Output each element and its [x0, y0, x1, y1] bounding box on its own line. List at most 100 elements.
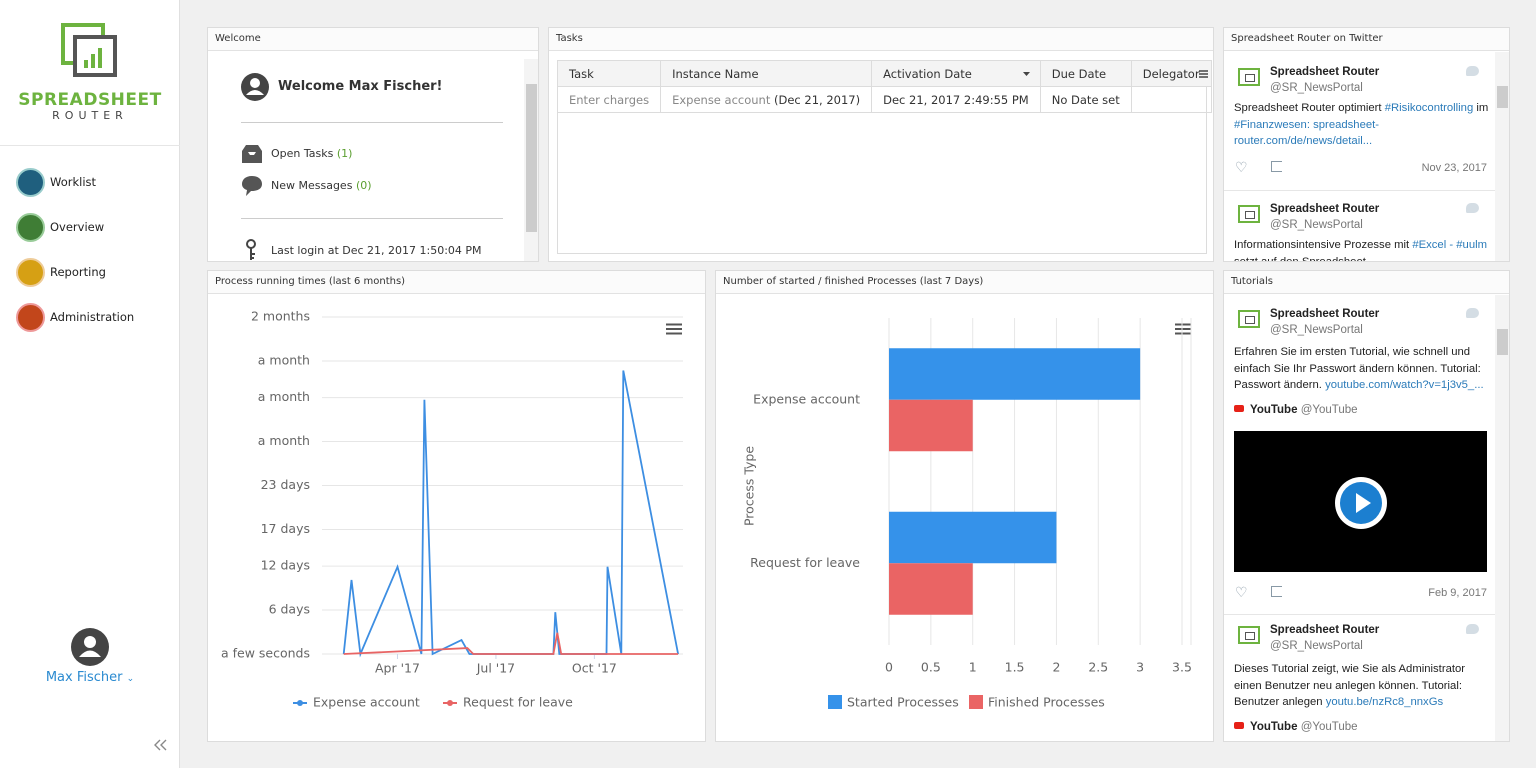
share-button[interactable] [1271, 586, 1282, 597]
column-menu[interactable] [1198, 70, 1208, 78]
overview-icon[interactable] [16, 213, 45, 242]
tweet-date[interactable]: Nov 23, 2017 [1421, 162, 1487, 174]
tweet-link[interactable]: #Risikocontrolling [1384, 102, 1474, 114]
key-icon [246, 239, 256, 260]
chart-menu[interactable] [1175, 323, 1191, 335]
play-triangle [1356, 493, 1371, 513]
share-button[interactable] [1271, 161, 1282, 172]
avatar-inner [1245, 316, 1255, 324]
twitter-bird [1466, 203, 1479, 213]
nav-item[interactable]: Administration [50, 310, 135, 324]
tweet-separator [1224, 614, 1495, 615]
instance-name[interactable]: Expense account [672, 92, 771, 107]
tweet-text-part: im [1473, 102, 1489, 114]
tweet-text-part: Erfahren Sie im ersten Tutorial, wie sch… [1234, 346, 1481, 391]
panel-title: Spreadsheet Router on Twitter [1224, 28, 1509, 51]
open-tasks[interactable]: Open Tasks (1) [271, 147, 352, 160]
like-button[interactable]: ♡ [1235, 585, 1248, 601]
tweet-text: Spreadsheet Router optimiert #Risikocont… [1234, 100, 1490, 150]
tweet-link[interactable]: #Excel - #uulm [1412, 239, 1488, 251]
task-cell[interactable]: Enter charges [556, 86, 662, 113]
youtube-icon [1234, 722, 1244, 729]
youtube-icon [1234, 405, 1244, 412]
user-name[interactable]: Max Fischer [45, 670, 123, 685]
panel-title: Welcome [208, 28, 538, 51]
worklist-icon[interactable] [16, 168, 45, 197]
user-avatar[interactable] [70, 627, 110, 667]
card-name[interactable]: YouTube [1250, 404, 1298, 416]
tweet-name[interactable]: Spreadsheet Router [1270, 308, 1380, 320]
chart-menu[interactable] [666, 323, 682, 335]
column-title[interactable]: Delegator [1142, 66, 1200, 81]
tweet-text-part: Spreadsheet Router optimiert [1234, 102, 1385, 114]
tweet-avatar [1238, 310, 1260, 328]
tweet-link[interactable]: #Finanzwesen: spreadsheet-router.com/de/… [1234, 118, 1380, 148]
twitter-bird [1466, 66, 1479, 76]
scroll-thumb[interactable] [1497, 86, 1508, 108]
column-header[interactable]: Activation Date [871, 60, 1041, 87]
card-handle: @YouTube [1300, 721, 1358, 733]
column-header[interactable]: Instance Name [660, 60, 873, 87]
panel-title: Process running times (last 6 months) [208, 271, 705, 294]
last-login: Last login at Dec 21, 2017 1:50:04 PM [271, 244, 482, 257]
scrollbar[interactable] [1495, 295, 1509, 741]
collapse-button[interactable] [154, 739, 168, 751]
link-card: YouTube @YouTube [1234, 404, 1358, 416]
tweet-text-part: setzt auf den Spreadsheet... [1234, 255, 1376, 262]
tweet-name[interactable]: Spreadsheet Router [1270, 624, 1380, 636]
task-row[interactable]: Enter charges Expense account (Dec 21, 2… [556, 86, 1212, 113]
twitter-panel: Spreadsheet Router on Twitter Spreadshee… [1223, 27, 1510, 262]
scrollbar[interactable] [524, 59, 538, 261]
divider [241, 122, 503, 123]
reporting-icon[interactable] [16, 258, 45, 287]
column-header[interactable]: Task [556, 60, 662, 87]
activation-cell: Dec 21, 2017 2:49:55 PM [871, 86, 1041, 113]
tweet-text: Informationsintensive Prozesse mit #Exce… [1234, 237, 1490, 262]
greeting: Welcome Max Fischer! [278, 79, 443, 94]
tutorials-panel: Tutorials Spreadsheet Router @SR_NewsPort… [1223, 270, 1510, 742]
instance-cell[interactable]: Expense account (Dec 21, 2017) [660, 86, 873, 113]
task-table: Task Instance Name Activation Date Due D… [556, 60, 1212, 113]
column-header[interactable]: Due Date [1039, 60, 1132, 87]
nav-item[interactable]: Worklist [50, 175, 97, 189]
messages-icon [242, 176, 262, 196]
like-button[interactable]: ♡ [1235, 160, 1248, 176]
card-name[interactable]: YouTube [1250, 721, 1298, 733]
tweet-text: Dieses Tutorial zeigt, wie Sie als Admin… [1234, 661, 1490, 711]
nav-item[interactable]: Overview [50, 220, 105, 234]
tweet-list: Spreadsheet Router @SR_NewsPortal Spreadsh… [1224, 52, 1495, 262]
tweet-separator [1224, 190, 1495, 191]
tweet-text-part: Informationsintensive Prozesse mit [1234, 239, 1413, 251]
item-label[interactable]: New Messages [271, 179, 353, 192]
running-times-panel: Process running times (last 6 months) [207, 270, 706, 742]
panel-title: Tutorials [1224, 271, 1509, 294]
video[interactable] [1234, 431, 1487, 572]
tweet-handle[interactable]: @SR_NewsPortal [1270, 324, 1363, 336]
tweet-handle[interactable]: @SR_NewsPortal [1270, 640, 1363, 652]
tweet-date[interactable]: Feb 9, 2017 [1428, 587, 1487, 599]
link-card: YouTube @YouTube [1234, 721, 1358, 733]
scrollbar[interactable] [1495, 52, 1509, 261]
tweet-link[interactable]: youtu.be/nzRc8_nnxGs [1325, 696, 1444, 708]
item-label[interactable]: Open Tasks [271, 147, 334, 160]
tweet-link[interactable]: youtube.com/watch?v=1j3v5_... [1325, 379, 1484, 391]
twitter-bird [1466, 308, 1479, 318]
scroll-thumb[interactable] [526, 84, 537, 232]
scroll-thumb[interactable] [1497, 329, 1508, 355]
tweet-name[interactable]: Spreadsheet Router [1270, 66, 1380, 78]
column-header[interactable]: Delegator [1130, 60, 1212, 87]
user-menu[interactable]: Max Fischer ⌄ [0, 670, 180, 685]
brand: SPREADSHEET [18, 90, 162, 110]
tweet-handle[interactable]: @SR_NewsPortal [1270, 82, 1363, 94]
administration-icon[interactable] [16, 303, 45, 332]
nav-item[interactable]: Reporting [50, 265, 106, 279]
delegator-cell [1130, 86, 1212, 113]
tweet-avatar [1238, 68, 1260, 86]
play-button[interactable] [1335, 477, 1387, 529]
tweet-handle[interactable]: @SR_NewsPortal [1270, 219, 1363, 231]
tweet-name[interactable]: Spreadsheet Router [1270, 203, 1380, 215]
column-title[interactable]: Activation Date [883, 66, 972, 81]
avatar-inner [1245, 74, 1255, 82]
new-messages[interactable]: New Messages (0) [271, 179, 372, 192]
